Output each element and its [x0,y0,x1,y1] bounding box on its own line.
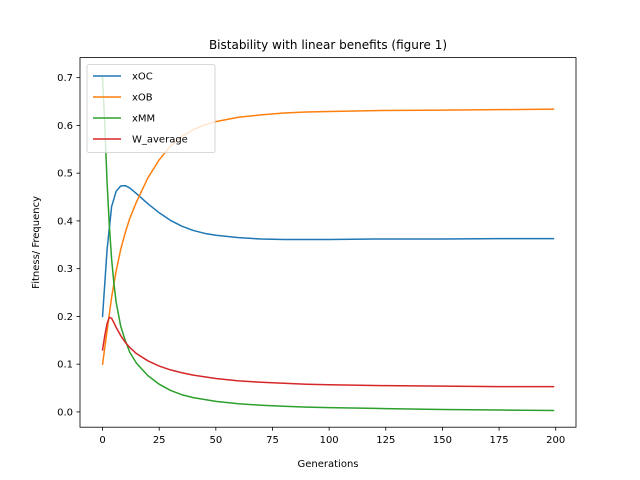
legend: xOC xOB xMM W_average [86,64,216,153]
axes-frame [79,57,577,428]
x-tick-label: 150 [433,435,452,446]
series-group [101,76,555,412]
y-tick-label: 0.0 [57,407,73,418]
legend-label: W_average [132,135,188,146]
legend-label: xMM [132,114,155,125]
x-tick-label: 200 [546,435,565,446]
y-tick-label: 0.3 [57,264,73,275]
x-tick-label: 75 [266,435,279,446]
x-tick-label: 50 [209,435,222,446]
series-line-xoc [101,184,555,318]
x-tick-label: 100 [320,435,339,446]
y-tick-label: 0.5 [57,169,73,180]
plot-area: 0 25 50 75 100 125 150 175 200 0.00.10.20.30.40.… [57,57,577,446]
legend-box [86,64,216,153]
chart-title: Bistability with linear benefits (figure… [209,38,447,52]
series-line-xmm [101,76,555,412]
series-line-w-average [101,316,555,388]
y-tick-label: 0.6 [57,121,73,132]
x-tick-label: 175 [490,435,509,446]
y-tick-label: 0.7 [57,73,73,84]
legend-label: xOC [132,72,153,83]
y-tick-label: 0.2 [57,312,73,323]
y-tick-label: 0.4 [57,216,73,227]
x-tick-label: 125 [376,435,395,446]
x-tick-label: 0 [99,435,105,446]
x-tick-label: 25 [153,435,166,446]
x-axis: 0 25 50 75 100 125 150 175 200 [99,427,565,446]
y-axis-label: Fitness/ Frequency [31,196,42,289]
y-tick-label: 0.1 [57,360,73,371]
x-axis-label: Generations [298,459,359,470]
legend-label: xOB [132,93,153,104]
y-axis: 0.0 0.1 0.2 0.3 0.4 0.5 0.6 0.7 [57,73,80,418]
